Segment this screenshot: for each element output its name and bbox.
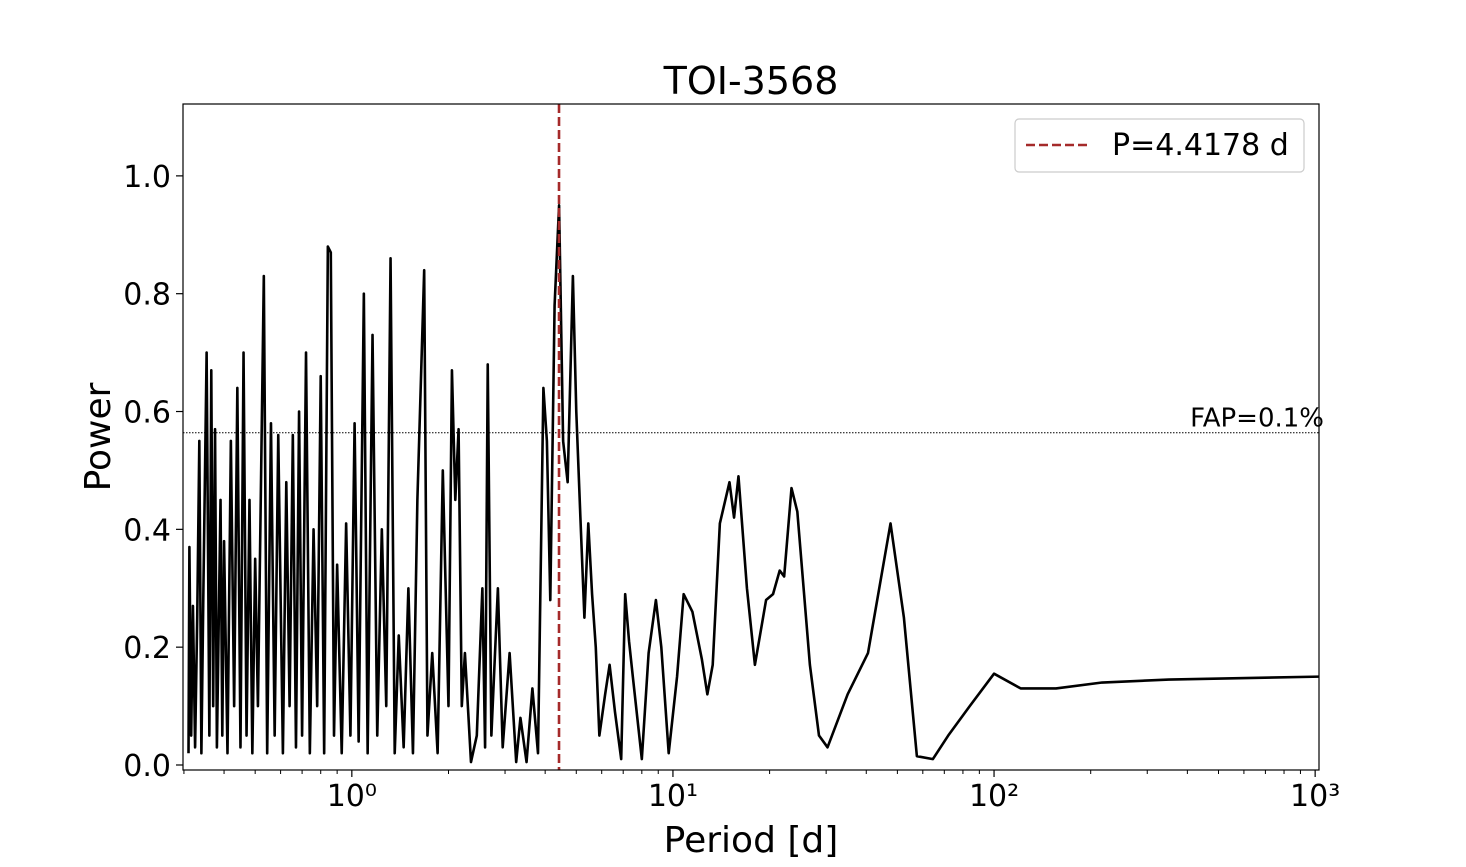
legend-box (1014, 118, 1305, 173)
y-tick-label: 0.6 (123, 396, 171, 431)
x-tick-label: 10² (969, 779, 1019, 814)
y-tick-label: 0.0 (123, 749, 171, 784)
x-tick-label: 10⁰ (327, 779, 377, 814)
y-tick-label: 1.0 (123, 160, 171, 195)
x-tick-label: 10¹ (648, 779, 698, 814)
y-tick-label: 0.8 (123, 278, 171, 313)
x-tick-label: 10³ (1290, 779, 1340, 814)
fap-label: FAP=0.1% (1190, 404, 1324, 434)
periodogram-line (187, 204, 1320, 764)
y-tick-label: 0.4 (123, 513, 171, 548)
y-axis-label: Power (78, 382, 119, 491)
y-tick-label: 0.2 (123, 631, 171, 666)
chart-title: TOI-3568 (663, 59, 839, 103)
plot-frame (182, 103, 1320, 771)
legend-label: P=4.4178 d (1112, 128, 1289, 163)
x-axis-label: Period [d] (664, 820, 839, 861)
